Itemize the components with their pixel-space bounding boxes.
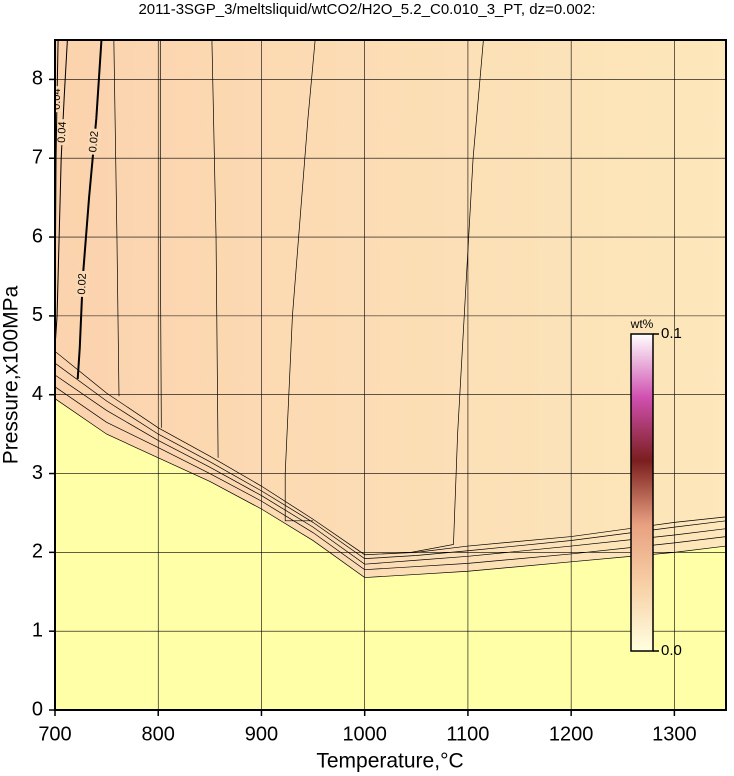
contour-label-group: 0.02 xyxy=(75,270,90,298)
contour-line xyxy=(55,386,726,571)
contour-label: 0.02 xyxy=(87,130,101,152)
contour-line xyxy=(55,40,68,348)
y-tick-label: 3 xyxy=(32,462,43,484)
lower-region xyxy=(55,398,726,710)
x-tick-label: 1000 xyxy=(342,723,387,745)
contour-line xyxy=(55,351,726,556)
x-tick-label: 1300 xyxy=(652,723,697,745)
contour-label-group: 0.02 xyxy=(87,128,102,156)
y-tick-label: 6 xyxy=(32,225,43,247)
contour-line xyxy=(411,40,484,553)
colorbar xyxy=(630,333,654,652)
contour-line xyxy=(76,40,103,380)
contour-label-bg xyxy=(55,86,64,113)
contour-label-group: 0.04 xyxy=(51,86,64,113)
contour-line xyxy=(284,40,316,522)
contour-line xyxy=(55,362,726,560)
y-tick-label: 0 xyxy=(32,698,43,720)
y-axis-label: Pressure,x100MPa xyxy=(0,285,23,464)
x-tick-label: 900 xyxy=(245,723,278,745)
contour-label-bg xyxy=(55,118,70,146)
x-tick-label: 700 xyxy=(38,723,71,745)
y-tick-label: 5 xyxy=(32,304,43,326)
contour-label-bg xyxy=(87,128,102,156)
contour-label-bg xyxy=(75,270,90,298)
y-tick-label: 7 xyxy=(32,147,43,169)
contour-line xyxy=(113,40,120,397)
y-tick-label: 2 xyxy=(32,541,43,563)
contour-line xyxy=(159,40,162,428)
colorbar-tick-label: 0.1 xyxy=(661,325,682,342)
y-tick-label: 1 xyxy=(32,619,43,641)
colorbar-label: wt% xyxy=(630,317,654,331)
x-axis-label: Temperature,°C xyxy=(316,750,463,773)
plot-frame xyxy=(54,39,727,711)
y-tick-label: 8 xyxy=(32,68,43,90)
contour-label: 0.04 xyxy=(51,88,63,110)
x-tick-label: 800 xyxy=(142,723,175,745)
contour-label-group: 0.04 xyxy=(55,118,70,146)
contour-label: 0.02 xyxy=(76,273,89,295)
x-tick-label: 1100 xyxy=(446,723,489,745)
contour-line xyxy=(211,40,219,458)
chart-title: 2011-3SGP_3/meltsliquid/wtCO2/H2O_5.2_C0… xyxy=(138,1,595,18)
contour-line xyxy=(55,374,726,565)
contour-line xyxy=(55,398,726,578)
y-tick-label: 4 xyxy=(32,383,43,405)
contour-label: 0.04 xyxy=(56,121,69,143)
colorbar-tick-label: 0.0 xyxy=(661,642,682,659)
x-tick-label: 1200 xyxy=(549,723,594,745)
plot-area: 0.02 0.02 0.04 0.04 xyxy=(51,40,726,710)
